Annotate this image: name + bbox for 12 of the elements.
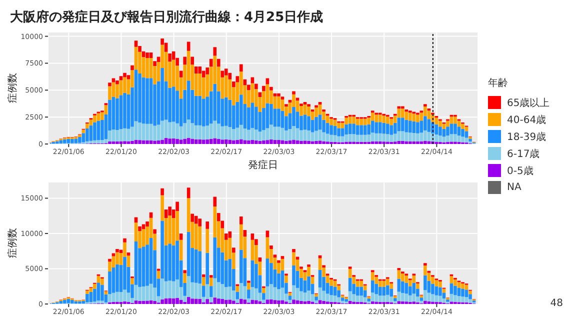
chart-title: 大阪府の発症日及び報告日別流行曲線：4月25日作成 bbox=[10, 8, 324, 26]
x-axis-title: 発症日 bbox=[247, 159, 279, 173]
legend-label: 18-39歳 bbox=[507, 130, 546, 144]
legend-label: 6-17歳 bbox=[507, 148, 540, 160]
text: 48 bbox=[550, 298, 563, 309]
y-axis-title: 症例数 bbox=[6, 73, 19, 103]
legend-label: 0-5歳 bbox=[507, 164, 534, 178]
y-axis-title: 症例数 bbox=[6, 228, 19, 258]
legend-title: 年齢 bbox=[488, 76, 509, 90]
legend-label: NA bbox=[507, 182, 522, 193]
legend-label: 40-64歳 bbox=[507, 114, 546, 126]
legend-label: 65歳以上 bbox=[507, 96, 550, 110]
